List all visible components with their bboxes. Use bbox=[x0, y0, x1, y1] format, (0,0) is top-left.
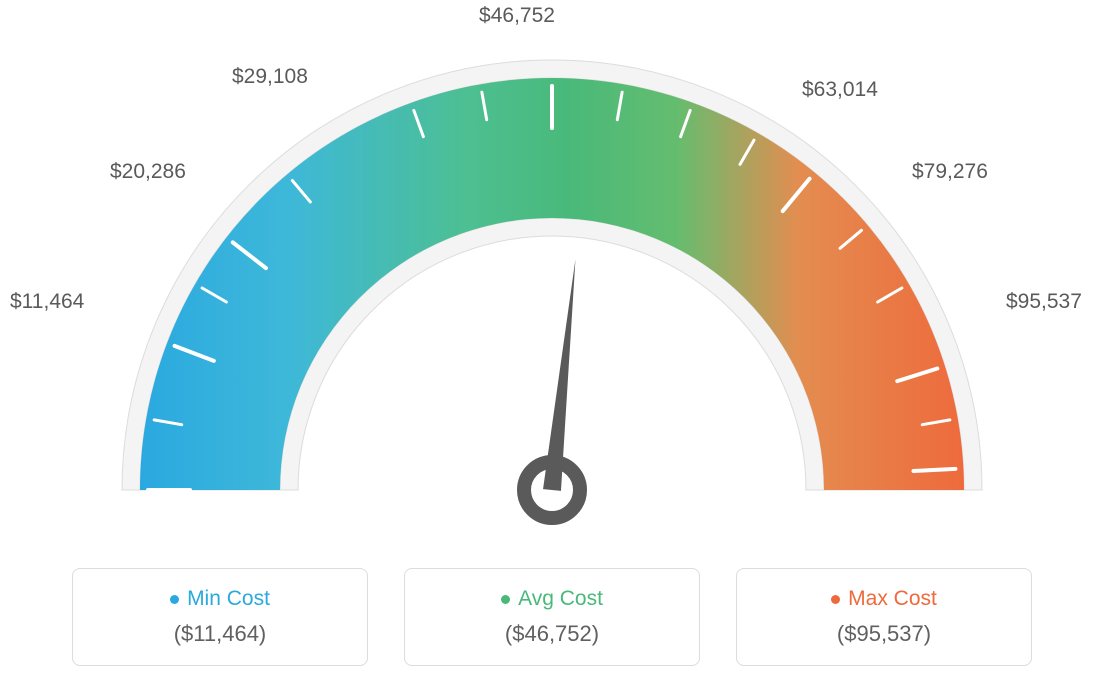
legend-title-avg: Avg Cost bbox=[501, 587, 603, 611]
legend-title-text: Avg Cost bbox=[518, 587, 603, 611]
legend-value-min: ($11,464) bbox=[174, 621, 267, 647]
legend-title-max: Max Cost bbox=[831, 587, 937, 611]
legend-row: Min Cost ($11,464) Avg Cost ($46,752) Ma… bbox=[0, 568, 1104, 666]
dot-icon bbox=[831, 595, 840, 604]
gauge-tick-label: $11,464 bbox=[10, 290, 84, 314]
legend-title-text: Min Cost bbox=[187, 587, 270, 611]
legend-title-text: Max Cost bbox=[848, 587, 937, 611]
legend-value-avg: ($46,752) bbox=[505, 621, 599, 647]
gauge-tick-label: $29,108 bbox=[232, 65, 308, 89]
legend-title-min: Min Cost bbox=[170, 587, 270, 611]
gauge-tick-label: $79,276 bbox=[912, 160, 988, 184]
dot-icon bbox=[501, 595, 510, 604]
cost-gauge-chart: $11,464 $20,286 $29,108 $46,752 $63,014 $79,2… bbox=[0, 0, 1104, 690]
gauge-tick-label: $20,286 bbox=[110, 160, 186, 184]
gauge-tick-label: $63,014 bbox=[802, 78, 878, 102]
gauge-svg bbox=[72, 30, 1032, 550]
legend-value-max: ($95,537) bbox=[837, 621, 931, 647]
gauge-tick-label: $95,537 bbox=[1006, 290, 1082, 314]
dot-icon bbox=[170, 595, 179, 604]
gauge-tick-label: $46,752 bbox=[479, 4, 555, 28]
gauge-area: $11,464 $20,286 $29,108 $46,752 $63,014 $79,2… bbox=[0, 0, 1104, 560]
legend-card-min: Min Cost ($11,464) bbox=[72, 568, 368, 666]
legend-card-max: Max Cost ($95,537) bbox=[736, 568, 1032, 666]
legend-card-avg: Avg Cost ($46,752) bbox=[404, 568, 700, 666]
